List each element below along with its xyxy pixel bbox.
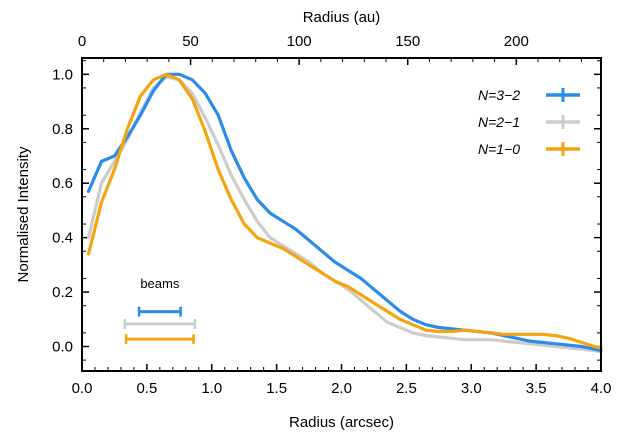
top-tick-label: 100	[287, 33, 312, 50]
x-tick-label: 2.0	[331, 380, 352, 397]
legend-label: N=1−0	[478, 141, 520, 157]
x-tick-label: 4.0	[591, 380, 612, 397]
x-tick-label: 3.0	[461, 380, 482, 397]
y-tick-label: 0.4	[52, 230, 73, 247]
y-tick-label: 0.2	[52, 284, 73, 301]
series-line-2	[86, 72, 603, 350]
x-tick-label: 3.5	[526, 380, 547, 397]
series-line-0	[86, 72, 603, 353]
x-tick-label: 1.0	[201, 380, 222, 397]
y-axis-title: Normalised Intensity	[15, 146, 32, 282]
x-tick-label: 2.5	[396, 380, 417, 397]
legend-label: N=3−2	[478, 87, 520, 103]
top-tick-label: 200	[504, 33, 529, 50]
legend: N=3−2 N=2−1 N=1−0	[478, 87, 580, 157]
y-tick-label: 1.0	[52, 66, 73, 83]
top-tick-label: 50	[182, 33, 199, 50]
x-tick-label: 0.5	[136, 380, 157, 397]
axes-layer: 0.0 0.5 1.0 1.5 2.0 2.5 3.0 3.5 4.0 0 50 100 150 200 0…	[52, 33, 611, 397]
x-axis-title: Radius (arcsec)	[289, 414, 394, 431]
y-tick-label: 0.8	[52, 121, 73, 138]
x-tick-label: 0.0	[72, 380, 93, 397]
y-tick-label: 0.6	[52, 175, 73, 192]
data-layer	[86, 72, 603, 354]
beams-annotation	[123, 306, 197, 345]
top-tick-label: 0	[78, 33, 86, 50]
beams-label: beams	[140, 276, 180, 291]
plot-frame	[81, 57, 602, 372]
x-tick-label: 1.5	[266, 380, 287, 397]
top-tick-label: 150	[395, 33, 420, 50]
y-tick-label: 0.0	[52, 339, 73, 356]
legend-label: N=2−1	[478, 114, 520, 130]
top-axis-title: Radius (au)	[303, 9, 381, 26]
